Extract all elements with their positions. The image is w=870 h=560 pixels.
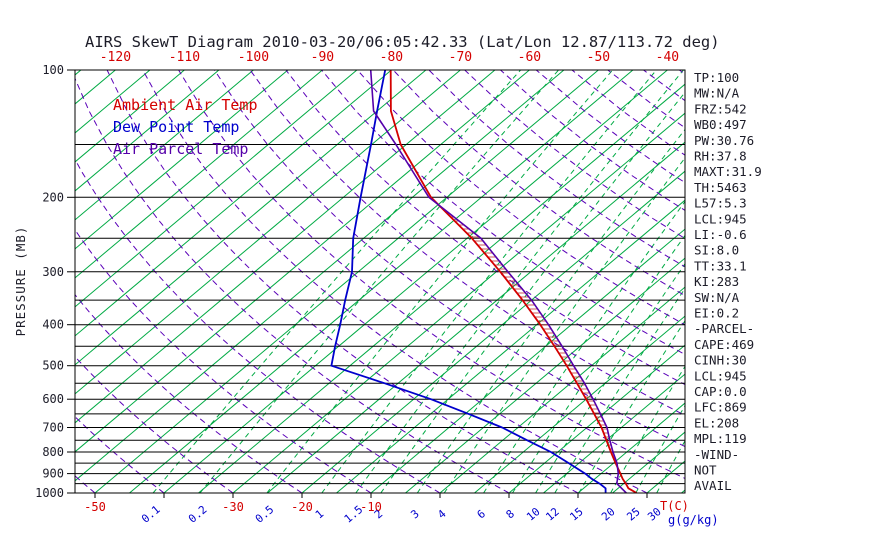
plot-border [74, 69, 686, 494]
isotherm-line [198, 83, 685, 493]
isotherm-line [75, 70, 392, 337]
stat-line: CINH:30 [694, 353, 747, 368]
mixing-unit-label: g(g/kg) [668, 513, 719, 527]
isotherm-line [75, 70, 220, 192]
isotherm-line [75, 70, 289, 250]
dew-point-temp-curve [330, 70, 607, 493]
top-temp-label: -90 [311, 50, 334, 65]
ambient-air-temp-curve [389, 70, 638, 493]
stat-line: LCL:945 [694, 211, 747, 226]
bottom-temp-label: -50 [84, 500, 106, 514]
stat-line: AVAIL [694, 478, 732, 493]
stat-line: PW:30.76 [694, 133, 754, 148]
stat-line: NOT [694, 463, 717, 478]
stat-line: MW:N/A [694, 86, 740, 101]
chart-title: AIRS SkewT Diagram 2010-03-20/06:05:42.3… [85, 33, 720, 51]
isotherm-line [75, 70, 254, 221]
axis-labels: 100 200 300 400 500 600 700 800 900 1000 -120 -110 -… [35, 50, 679, 526]
stat-line: FRZ:542 [694, 101, 747, 116]
top-temp-label: -50 [587, 50, 610, 65]
stat-line: LI:-0.6 [694, 227, 747, 242]
stat-line: LCL:945 [694, 368, 747, 383]
stat-line: RH:37.8 [694, 149, 747, 164]
pressure-tick-label: 800 [42, 445, 64, 459]
stat-line: LFC:869 [694, 400, 747, 415]
isotherm-line [75, 70, 530, 453]
stat-line: -PARCEL- [694, 321, 754, 336]
stat-line: -WIND- [694, 447, 739, 462]
stat-line: CAPE:469 [694, 337, 754, 352]
pressure-tick-label: 200 [42, 190, 64, 204]
isotherm-line [75, 70, 358, 308]
stat-line: L57:5.3 [694, 196, 747, 211]
stat-line: CAP:0.0 [694, 384, 747, 399]
sounding-curves [330, 70, 638, 493]
stat-line: SI:8.0 [694, 243, 739, 258]
isotherm-line [232, 112, 685, 493]
pressure-tick-label: 400 [42, 318, 64, 332]
pressure-tick-label: 1000 [35, 486, 64, 500]
pressure-tick-label: 100 [42, 63, 64, 77]
isotherm-line [439, 286, 685, 493]
stat-line: TT:33.1 [694, 258, 747, 273]
stat-line: TP:100 [694, 70, 739, 85]
isotherm-line [577, 402, 685, 493]
pressure-axis-label: PRESSURE (MB) [13, 226, 28, 337]
isotherm-line [75, 70, 461, 395]
isotherm-line [129, 70, 634, 493]
plot-grid [75, 70, 685, 493]
pressure-tick-label: 700 [42, 421, 64, 435]
isotherm-line [301, 170, 685, 493]
stat-line: SW:N/A [694, 290, 740, 305]
top-temp-label: -80 [380, 50, 403, 65]
pressure-tick-label: 300 [42, 265, 64, 279]
legend: Ambient Air Temp Dew Point Temp Air Parc… [113, 96, 258, 158]
stat-line: MAXT:31.9 [694, 164, 762, 179]
isotherm-line [94, 70, 599, 493]
isotherm-line [370, 228, 685, 493]
isotherm-line [543, 373, 685, 493]
bottom-temp-label: -10 [360, 500, 382, 514]
isotherm-line [75, 70, 427, 366]
isotherm-line [75, 70, 323, 279]
air-parcel-temp-curve [369, 70, 627, 493]
stats-panel: TP:100MW:N/AFRZ:542WB0:497PW:30.76RH:37.… [694, 70, 762, 493]
legend-dew-point-temp: Dew Point Temp [113, 118, 239, 136]
bottom-temp-label: -20 [291, 500, 313, 514]
isotherm-line [75, 70, 565, 482]
top-temp-label: -60 [518, 50, 541, 65]
top-temp-label: -120 [100, 50, 131, 65]
pressure-tick-label: 500 [42, 359, 64, 373]
top-temp-label: -100 [238, 50, 269, 65]
isotherm-line [474, 315, 685, 493]
stat-line: WB0:497 [694, 117, 747, 132]
stat-line: TH:5463 [694, 180, 747, 195]
isotherm-line [75, 70, 185, 163]
top-temp-label: -70 [449, 50, 472, 65]
temp-unit-label: T(C) [660, 499, 689, 513]
stat-line: KI:283 [694, 274, 739, 289]
stat-line: EI:0.2 [694, 306, 739, 321]
bottom-temp-label: -30 [222, 500, 244, 514]
pressure-tick-label: 900 [42, 467, 64, 481]
isotherm-line [267, 141, 685, 493]
top-temp-label: -40 [656, 50, 679, 65]
isotherm-line [508, 344, 685, 493]
legend-air-parcel-temp: Air Parcel Temp [113, 140, 248, 158]
pressure-tick-label: 600 [42, 392, 64, 406]
stat-line: MPL:119 [694, 431, 747, 446]
stat-line: EL:208 [694, 415, 739, 430]
top-temp-label: -110 [169, 50, 200, 65]
isotherm-line [336, 199, 685, 493]
legend-ambient-air-temp: Ambient Air Temp [113, 96, 258, 114]
